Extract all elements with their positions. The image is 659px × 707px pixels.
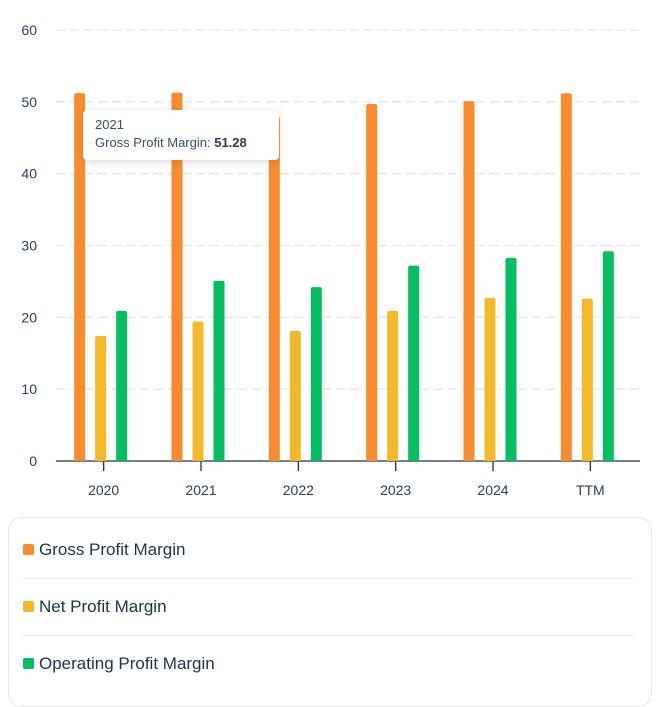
y-tick-label: 20: [21, 309, 37, 325]
legend-label: Operating Profit Margin: [39, 653, 215, 673]
legend-swatch-icon: [23, 658, 34, 669]
bar-gross-profit-margin-2022[interactable]: [268, 116, 280, 461]
x-tick-label: 2024: [477, 482, 508, 498]
legend-label: Net Profit Margin: [39, 596, 167, 616]
x-tick-label: 2022: [283, 482, 314, 498]
tooltip-body: Gross Profit Margin: 51.28: [95, 134, 267, 152]
bar-net-profit-margin-2022[interactable]: [289, 330, 301, 461]
y-tick-label: 30: [21, 238, 37, 254]
legend-label: Gross Profit Margin: [39, 539, 186, 559]
bar-operating-profit-margin-2024[interactable]: [505, 257, 517, 461]
chart-legend: Gross Profit Margin Net Profit Margin Op…: [8, 517, 652, 707]
bar-gross-profit-margin-2021[interactable]: [171, 92, 183, 461]
bar-gross-profit-margin-2023[interactable]: [366, 103, 378, 461]
bar-net-profit-margin-2023[interactable]: [387, 310, 399, 461]
legend-item-gross-profit-margin[interactable]: Gross Profit Margin: [23, 521, 633, 578]
bar-net-profit-margin-2020[interactable]: [95, 336, 107, 461]
bar-gross-profit-margin-2020[interactable]: [74, 93, 86, 462]
tooltip-title: 2021: [95, 117, 124, 132]
legend-item-net-profit-margin[interactable]: Net Profit Margin: [23, 578, 633, 635]
y-tick-label: 60: [21, 22, 37, 38]
legend-swatch-icon: [23, 601, 34, 612]
tooltip-label: Gross Profit Margin:: [95, 135, 211, 150]
bar-gross-profit-margin-2024[interactable]: [463, 101, 475, 462]
legend-divider: [23, 635, 633, 636]
x-tick-label: 2020: [88, 482, 119, 498]
y-tick-label: 0: [29, 453, 37, 469]
x-tick-label: 2023: [380, 482, 411, 498]
bar-operating-profit-margin-ttm[interactable]: [602, 251, 614, 461]
y-tick-label: 10: [21, 381, 37, 397]
bar-net-profit-margin-2021[interactable]: [192, 321, 204, 461]
bar-gross-profit-margin-ttm[interactable]: [560, 93, 572, 462]
bar-operating-profit-margin-2022[interactable]: [310, 287, 322, 461]
y-tick-label: 40: [21, 166, 37, 182]
tooltip-value: 51.28: [214, 135, 247, 150]
y-tick-label: 50: [21, 94, 37, 110]
bar-operating-profit-margin-2020[interactable]: [116, 310, 128, 461]
legend-swatch-icon: [23, 544, 34, 555]
bar-net-profit-margin-ttm[interactable]: [581, 298, 593, 461]
chart-tooltip: 2021 Gross Profit Margin: 51.28: [83, 110, 279, 160]
x-tick-label: 2021: [185, 482, 216, 498]
bar-net-profit-margin-2024[interactable]: [484, 297, 496, 461]
bar-operating-profit-margin-2021[interactable]: [213, 280, 225, 461]
legend-item-operating-profit-margin[interactable]: Operating Profit Margin: [23, 635, 633, 692]
bar-operating-profit-margin-2023[interactable]: [408, 265, 420, 461]
x-tick-label: TTM: [576, 482, 605, 498]
legend-divider: [23, 578, 633, 579]
bar-chart: 0 10 20 30 40 50 60 2020 2021 2022 2023 2024 TTM: [21, 22, 640, 498]
